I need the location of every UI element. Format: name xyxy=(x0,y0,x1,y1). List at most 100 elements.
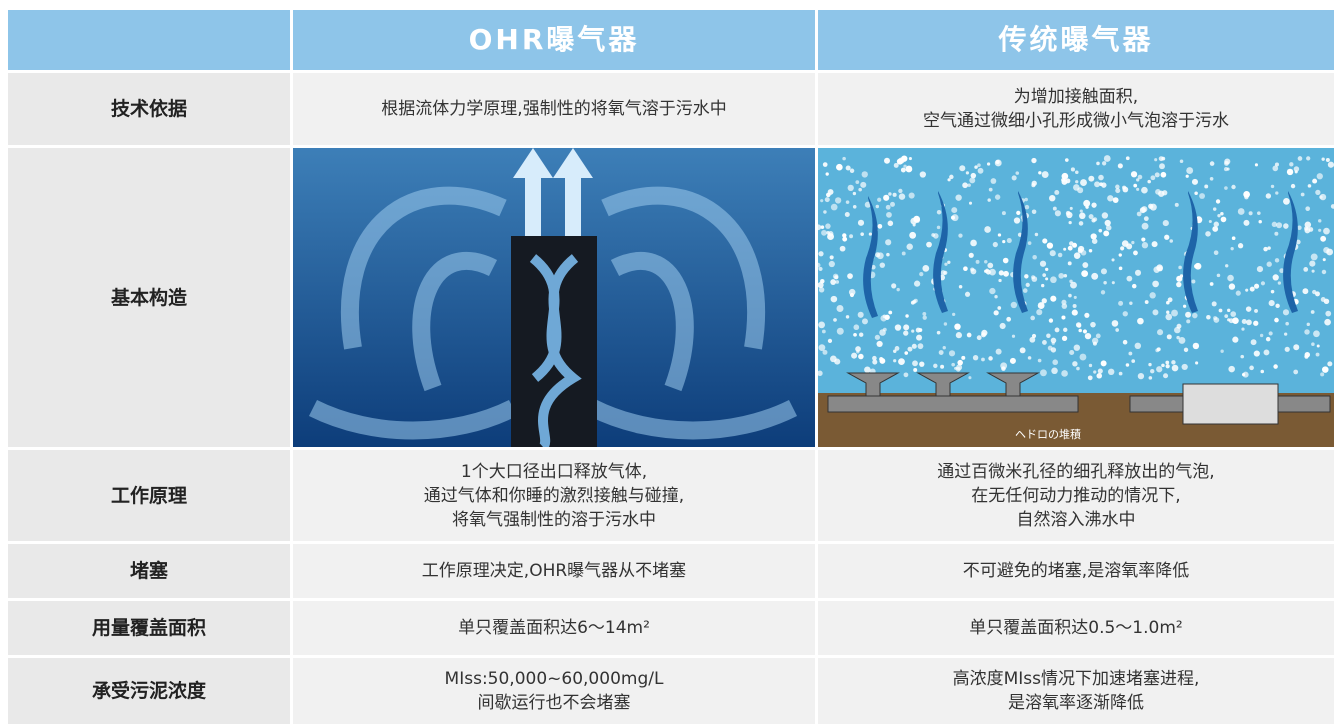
bubble xyxy=(966,332,972,338)
bubble xyxy=(1039,260,1047,267)
row-cell: 为增加接触面积, 空气通过微细小孔形成微小气泡溶于污水 xyxy=(818,73,1334,145)
bubble xyxy=(1218,308,1223,313)
bubble xyxy=(903,330,909,336)
bubble xyxy=(1100,268,1107,275)
bubble xyxy=(901,251,906,256)
bubble xyxy=(1133,250,1138,256)
bubble xyxy=(1107,195,1114,202)
cell-text: 为增加接触面积, xyxy=(1013,87,1139,107)
bubble xyxy=(1245,288,1249,292)
bubble xyxy=(906,243,913,250)
bubble xyxy=(823,210,827,214)
bubble xyxy=(1068,293,1072,298)
bubble xyxy=(872,355,877,361)
bubble xyxy=(1161,363,1165,368)
cell-text: 自然溶入沸水中 xyxy=(1016,509,1136,530)
bubble xyxy=(1213,221,1219,227)
bubble xyxy=(896,287,900,292)
bubble xyxy=(1075,180,1079,184)
bubble xyxy=(905,165,913,173)
bubble xyxy=(861,171,868,178)
bubble xyxy=(818,262,821,268)
bubble xyxy=(1096,373,1103,379)
bubble xyxy=(1167,297,1173,303)
bubble xyxy=(1082,262,1089,268)
bubble xyxy=(1323,227,1330,235)
bubble xyxy=(1149,292,1156,299)
row-cell: 高浓度MIss情况下加速堵塞进程, 是溶氧率逐渐降低 xyxy=(818,658,1334,724)
bubble xyxy=(1031,275,1036,280)
cell-text: OHR曝气器 xyxy=(468,23,640,56)
bubble xyxy=(864,366,871,373)
bubble xyxy=(1212,207,1217,211)
bubble xyxy=(908,192,915,199)
bubble xyxy=(818,370,823,376)
bubble xyxy=(1045,277,1049,281)
bubble xyxy=(1220,216,1227,223)
bubble xyxy=(911,343,917,349)
bubble xyxy=(1316,173,1323,180)
bubble xyxy=(903,164,907,168)
bubble xyxy=(1141,242,1149,249)
bubble xyxy=(1165,313,1173,321)
bubble xyxy=(1069,349,1075,356)
cell-text: 空气通过微细小孔形成微小气泡溶于污水 xyxy=(923,111,1229,131)
bubble xyxy=(853,324,860,331)
bubble xyxy=(1051,367,1058,375)
bubble xyxy=(875,252,881,258)
bubble xyxy=(1316,344,1320,348)
bubble xyxy=(1083,199,1091,207)
bubble xyxy=(926,241,932,248)
bubble xyxy=(1061,315,1066,320)
bubble xyxy=(898,358,905,366)
cell-text: MIss:50,000~60,000mg/L xyxy=(444,669,664,689)
bubble xyxy=(1048,318,1054,323)
bubble xyxy=(962,182,968,189)
bubble xyxy=(1253,350,1260,357)
bubble xyxy=(1041,171,1049,179)
bubble xyxy=(1265,193,1272,199)
bubble xyxy=(1213,250,1219,256)
bubble xyxy=(1066,211,1073,219)
bubble xyxy=(963,266,968,272)
bubble xyxy=(1011,175,1017,181)
bubble xyxy=(1098,228,1103,233)
bubble xyxy=(1260,281,1266,286)
bubble xyxy=(1130,171,1138,178)
bubble xyxy=(1324,318,1331,326)
bubble xyxy=(1241,373,1246,377)
bubble xyxy=(1256,266,1264,273)
bubble xyxy=(1136,178,1140,182)
bubble xyxy=(977,163,981,167)
bubble xyxy=(894,346,900,351)
bubble xyxy=(818,287,825,293)
bubble xyxy=(822,162,828,167)
bubble xyxy=(988,187,993,192)
bubble xyxy=(1274,162,1280,167)
bubble xyxy=(1322,366,1329,373)
bubble xyxy=(818,251,824,257)
bubble xyxy=(882,327,887,332)
cell-text: 高浓度MIss情况下加速堵塞进程, xyxy=(952,669,1200,689)
bubble xyxy=(1158,156,1164,162)
bubble xyxy=(1179,159,1184,163)
bubble xyxy=(1226,167,1230,171)
bubble xyxy=(876,340,883,348)
bubble xyxy=(1079,212,1086,220)
bubble xyxy=(1093,370,1097,374)
bubble xyxy=(1313,330,1320,338)
bubble xyxy=(1284,332,1288,336)
bubble xyxy=(993,310,999,316)
bubble xyxy=(919,171,926,178)
bubble xyxy=(903,372,909,378)
bubble xyxy=(1163,373,1169,379)
row-label: 技术依据 xyxy=(8,73,290,145)
bubble xyxy=(1137,372,1145,380)
bubble xyxy=(1099,182,1104,187)
bubble xyxy=(1209,176,1214,181)
bubble xyxy=(952,312,956,317)
row-cell: 工作原理决定,OHR曝气器从不堵塞 xyxy=(293,544,815,598)
bubble xyxy=(1137,174,1143,180)
bubble xyxy=(1275,191,1279,195)
cell-text: 1个大口径出口释放气体, xyxy=(460,461,648,482)
